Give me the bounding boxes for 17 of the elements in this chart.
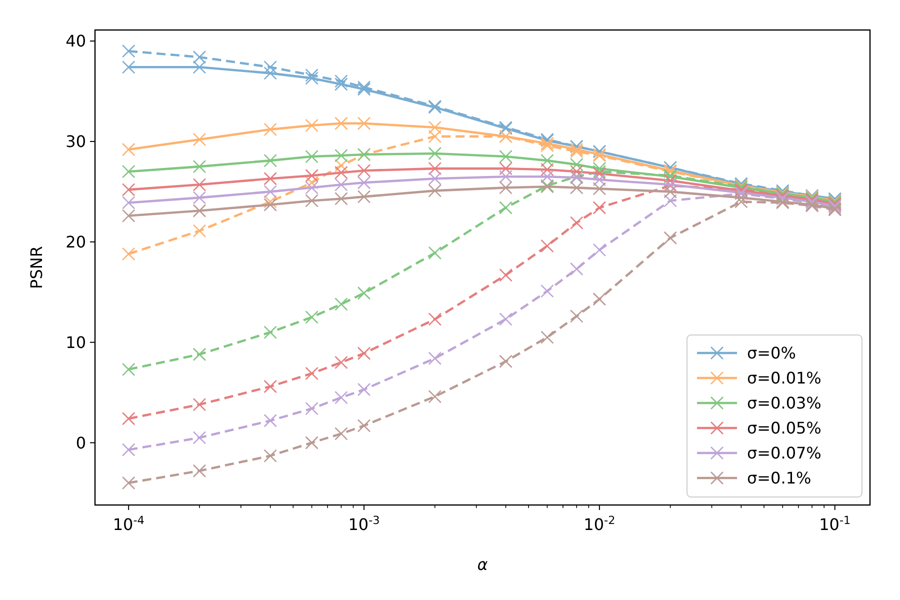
y-axis-title: PSNR [27,246,46,289]
legend-label: σ=0% [747,344,796,363]
y-tick-label: 10 [66,332,86,352]
legend-label: σ=0.01% [747,368,822,388]
legend-label: σ=0.07% [747,444,822,463]
y-tick-label: 20 [66,232,86,252]
x-tick-label: 10$^{-2}$ [584,514,616,534]
y-tick-label: 40 [66,32,86,51]
x-tick-label: 10$^{-4}$ [112,514,144,534]
y-tick-label: 30 [66,132,86,152]
x-tick-label: 10$^{-3}$ [348,514,380,534]
legend-label: σ=0.1% [747,468,812,488]
y-tick-label: 0 [76,433,86,452]
x-axis-title: α [477,555,488,574]
x-tick-label: 10$^{-1}$ [819,514,851,534]
legend-label: σ=0.05% [747,418,822,438]
legend-label: σ=0.03% [747,394,822,413]
